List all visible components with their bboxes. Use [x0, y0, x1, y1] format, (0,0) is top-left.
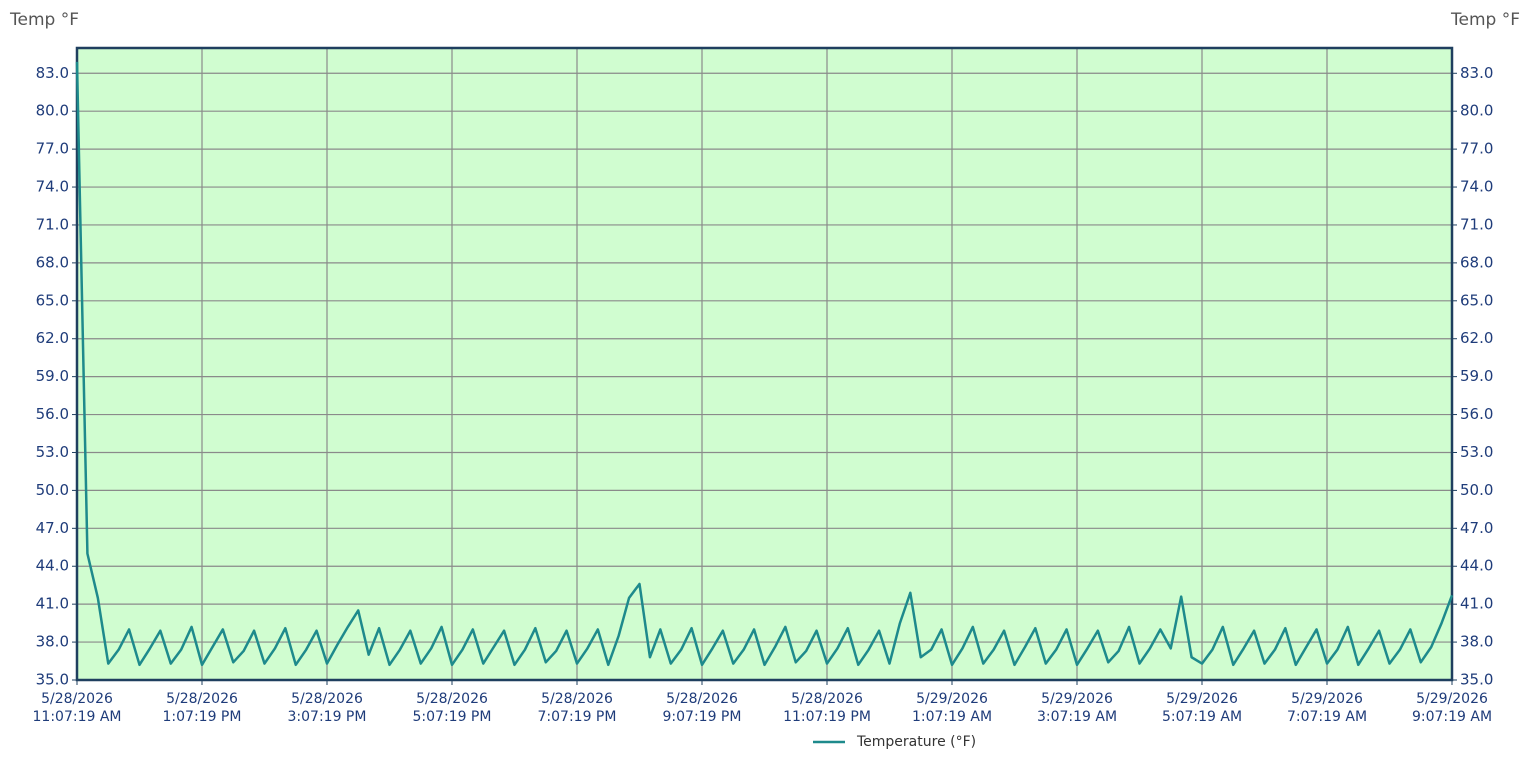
x-tick-label: 5/28/2026: [41, 691, 113, 707]
x-tick-label: 7:07:19 AM: [1287, 709, 1367, 725]
y-tick-label: 80.0: [36, 102, 69, 120]
y-tick-label: 65.0: [36, 291, 69, 309]
y2-tick-label: 74.0: [1460, 178, 1493, 196]
y2-axis-title: Temp °F: [1450, 10, 1520, 30]
y2-tick-label: 80.0: [1460, 102, 1493, 120]
y2-tick-label: 44.0: [1460, 557, 1493, 575]
y2-tick-label: 35.0: [1460, 671, 1493, 689]
x-tick-label: 5/28/2026: [666, 691, 738, 707]
y-tick-label: 50.0: [36, 481, 69, 499]
plot-background: [77, 48, 1452, 680]
x-tick-label: 5/29/2026: [1166, 691, 1238, 707]
x-tick-label: 1:07:19 PM: [163, 709, 242, 725]
y2-tick-label: 62.0: [1460, 329, 1493, 347]
x-tick-label: 5/29/2026: [1041, 691, 1113, 707]
y2-tick-label: 53.0: [1460, 443, 1493, 461]
y2-tick-label: 68.0: [1460, 253, 1493, 271]
y2-tick-label: 71.0: [1460, 215, 1493, 233]
y2-tick-label: 83.0: [1460, 64, 1493, 82]
y2-tick-label: 56.0: [1460, 405, 1493, 423]
x-tick-label: 9:07:19 PM: [663, 709, 742, 725]
y-tick-label: 35.0: [36, 671, 69, 689]
y2-tick-label: 38.0: [1460, 633, 1493, 651]
y-tick-label: 59.0: [36, 367, 69, 385]
y-tick-label: 53.0: [36, 443, 69, 461]
y-tick-label: 77.0: [36, 140, 69, 158]
x-tick-label: 5/29/2026: [1291, 691, 1363, 707]
y-axis-title: Temp °F: [9, 10, 79, 30]
x-tick-label: 5/28/2026: [416, 691, 488, 707]
x-tick-label: 5/28/2026: [291, 691, 363, 707]
x-tick-label: 5/29/2026: [916, 691, 988, 707]
x-tick-label: 7:07:19 PM: [538, 709, 617, 725]
x-tick-label: 5/28/2026: [166, 691, 238, 707]
y-tick-label: 47.0: [36, 519, 69, 537]
y2-tick-label: 65.0: [1460, 291, 1493, 309]
y-tick-label: 71.0: [36, 215, 69, 233]
y2-tick-label: 41.0: [1460, 595, 1493, 613]
x-tick-label: 3:07:19 PM: [288, 709, 367, 725]
y-tick-label: 83.0: [36, 64, 69, 82]
x-tick-label: 5:07:19 AM: [1162, 709, 1242, 725]
y-tick-label: 68.0: [36, 253, 69, 271]
x-tick-label: 5/29/2026: [1416, 691, 1488, 707]
y-tick-label: 44.0: [36, 557, 69, 575]
legend-label: Temperature (°F): [856, 734, 976, 750]
y-tick-label: 38.0: [36, 633, 69, 651]
x-tick-label: 3:07:19 AM: [1037, 709, 1117, 725]
x-tick-label: 11:07:19 PM: [783, 709, 871, 725]
x-tick-label: 9:07:19 AM: [1412, 709, 1492, 725]
x-tick-label: 5/28/2026: [541, 691, 613, 707]
plot-frame: [75, 46, 1454, 682]
y2-tick-label: 47.0: [1460, 519, 1493, 537]
y2-tick-label: 59.0: [1460, 367, 1493, 385]
x-tick-label: 5:07:19 PM: [413, 709, 492, 725]
x-tick-label: 1:07:19 AM: [912, 709, 992, 725]
x-tick-label: 11:07:19 AM: [33, 709, 122, 725]
y2-tick-label: 50.0: [1460, 481, 1493, 499]
x-tick-label: 5/28/2026: [791, 691, 863, 707]
y-tick-label: 41.0: [36, 595, 69, 613]
y2-tick-label: 77.0: [1460, 140, 1493, 158]
data-line: [75, 61, 1454, 667]
y-tick-label: 74.0: [36, 178, 69, 196]
y-tick-label: 62.0: [36, 329, 69, 347]
y-tick-label: 56.0: [36, 405, 69, 423]
